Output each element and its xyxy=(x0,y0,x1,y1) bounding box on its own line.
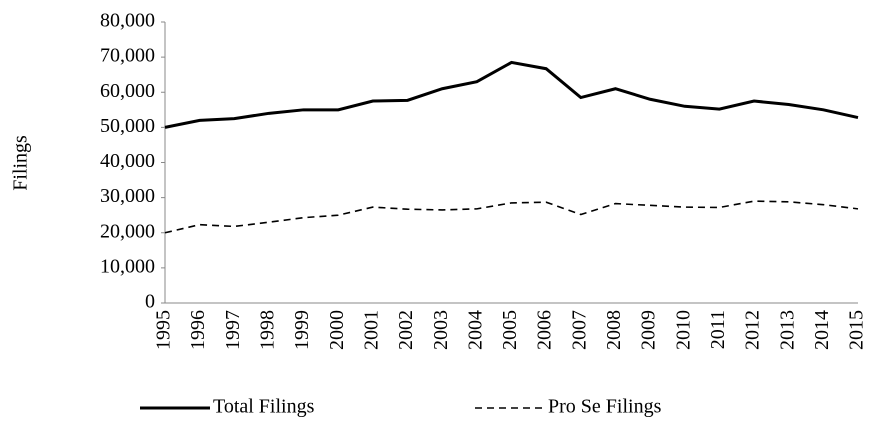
y-tick-label: 80,000 xyxy=(100,10,155,32)
x-tick-label: 2000 xyxy=(326,310,348,350)
y-tick-label: 50,000 xyxy=(100,115,155,137)
x-tick-label: 1999 xyxy=(291,310,313,350)
y-tick-label: 40,000 xyxy=(100,150,155,172)
y-tick-label: 10,000 xyxy=(100,255,155,277)
x-tick-label: 1997 xyxy=(222,310,244,350)
x-tick-label: 2003 xyxy=(430,310,452,350)
y-tick-label: 30,000 xyxy=(100,185,155,207)
x-tick-label: 2012 xyxy=(742,310,764,350)
legend-label: Total Filings xyxy=(213,396,315,418)
series-line xyxy=(164,200,859,234)
y-tick-label: 0 xyxy=(145,291,155,313)
legend-label: Pro Se Filings xyxy=(548,396,662,418)
x-tick-label: 2001 xyxy=(360,310,382,350)
x-tick-label: 2006 xyxy=(534,310,556,350)
x-tick-label: 1998 xyxy=(257,310,279,350)
x-tick-label: 2015 xyxy=(846,310,868,350)
x-tick-label: 1995 xyxy=(153,310,175,350)
y-tick-label: 70,000 xyxy=(100,45,155,67)
y-tick-label: 60,000 xyxy=(100,80,155,102)
x-tick-label: 2010 xyxy=(672,310,694,350)
y-axis-label: Filings xyxy=(10,135,32,191)
x-tick-label: 2007 xyxy=(568,310,590,350)
x-tick-label: 2014 xyxy=(811,310,833,350)
y-tick-label: 20,000 xyxy=(100,220,155,242)
x-tick-label: 2013 xyxy=(776,310,798,350)
x-tick-label: 2004 xyxy=(464,310,486,350)
x-tick-label: 2009 xyxy=(638,310,660,350)
x-tick-label: 2011 xyxy=(707,310,729,349)
x-tick-label: 2008 xyxy=(603,310,625,350)
x-tick-label: 1996 xyxy=(187,310,209,350)
series-line xyxy=(164,60,859,129)
x-tick-label: 2002 xyxy=(395,310,417,350)
x-tick-label: 2005 xyxy=(499,310,521,350)
